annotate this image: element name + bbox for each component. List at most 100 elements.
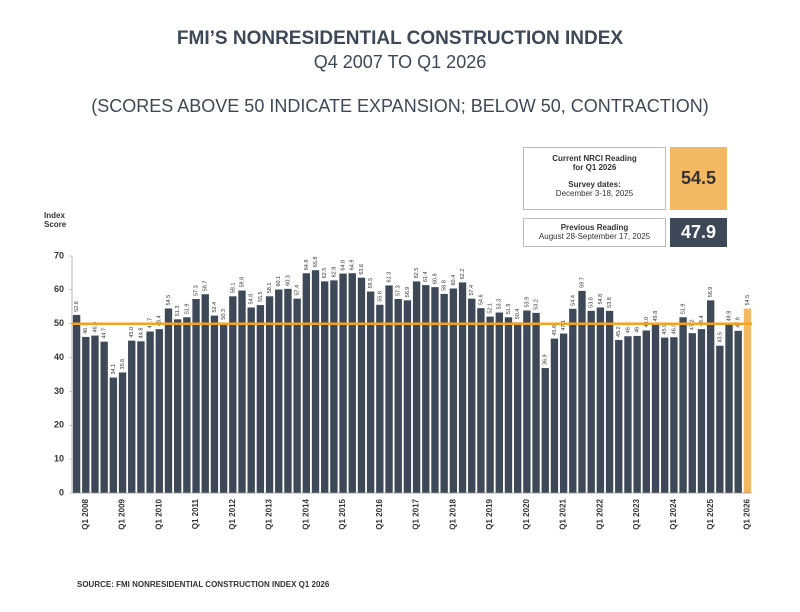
value-label: 56.9 (405, 287, 411, 298)
bar (357, 277, 366, 493)
value-label: 45.6 (552, 325, 558, 336)
value-label: 45.2 (616, 326, 622, 337)
value-label: 60.8 (432, 273, 438, 284)
value-label: 48.4 (157, 315, 163, 326)
bar (72, 314, 81, 493)
bar (679, 317, 687, 493)
bar (624, 336, 632, 493)
value-label: 57.3 (396, 285, 402, 296)
bar (265, 296, 274, 493)
value-label: 57.4 (469, 285, 475, 296)
bar (541, 368, 549, 493)
bar (661, 337, 669, 493)
previous-value: 47.9 (670, 218, 727, 247)
value-label: 53.3 (497, 299, 503, 310)
bar (486, 316, 494, 493)
current-dates-label: Survey dates: (568, 180, 621, 189)
bar (201, 294, 209, 493)
bar (183, 317, 191, 493)
bar (118, 372, 127, 493)
bar (449, 288, 458, 493)
previous-dates: August 28-September 17, 2025 (538, 232, 651, 241)
value-label: 64.8 (341, 260, 347, 271)
value-label: 64.9 (350, 260, 356, 271)
subtitle: Q4 2007 TO Q1 2026 (313, 52, 487, 72)
value-label: 45.9 (662, 324, 668, 335)
bar (164, 308, 173, 493)
value-label: 46.1 (83, 323, 89, 334)
bar (697, 329, 706, 493)
value-label: 58.8 (442, 280, 448, 291)
value-label: 61.3 (386, 272, 392, 283)
value-label: 55.5 (258, 291, 264, 302)
value-label: 45.0 (129, 327, 135, 338)
bar (339, 273, 347, 493)
x-tick-label: Q1 2026 (743, 498, 752, 529)
bar (155, 329, 163, 493)
value-label: 52.4 (212, 302, 218, 313)
value-label: 53.8 (589, 297, 595, 308)
value-label: 54.6 (478, 294, 484, 305)
bar (100, 341, 108, 493)
bar (82, 336, 90, 493)
x-tick-label: Q1 2024 (669, 498, 678, 529)
value-label: 54.5 (166, 295, 172, 306)
value-label: 54.8 (598, 294, 604, 305)
x-tick-label: Q1 2009 (118, 498, 127, 529)
value-label: 49.8 (653, 311, 659, 322)
value-label: 57.3 (194, 285, 200, 296)
value-label: 65.8 (313, 257, 319, 268)
bar (321, 281, 329, 493)
bar (550, 338, 559, 493)
x-tick-label: Q1 2022 (595, 498, 604, 529)
bar (504, 317, 513, 493)
x-tick-label: Q1 2016 (375, 498, 384, 529)
value-label: 60.4 (451, 275, 457, 286)
bar (422, 285, 430, 493)
value-label: 51.9 (681, 304, 687, 315)
value-label: 54.5 (745, 295, 751, 306)
x-tick-label: Q1 2012 (228, 498, 237, 529)
bar (596, 307, 605, 493)
y-tick-label: 0 (59, 487, 64, 497)
bar (385, 285, 393, 493)
value-label: 58.1 (230, 283, 236, 294)
value-label: 52.1 (488, 303, 494, 314)
bar (569, 308, 577, 493)
bar (210, 315, 219, 493)
x-tick-label: Q1 2025 (706, 498, 715, 529)
bar (725, 324, 733, 493)
value-label: 56.9 (708, 287, 714, 298)
value-label: 64.9 (304, 260, 310, 271)
bar (330, 280, 338, 493)
value-label: 54.4 (570, 295, 576, 306)
value-label: 54.8 (249, 294, 255, 305)
value-label: 59.5 (368, 278, 374, 289)
bar (605, 310, 614, 493)
x-tick-label: Q1 2011 (191, 498, 200, 529)
value-label: 62.5 (322, 268, 328, 279)
y-tick-label: 70 (54, 250, 64, 260)
bar (302, 273, 310, 493)
x-tick-label: Q1 2020 (522, 498, 531, 529)
bar (587, 310, 595, 493)
value-label: 51.9 (506, 304, 512, 315)
bar (716, 345, 724, 493)
bar (532, 312, 540, 493)
bar (734, 330, 742, 493)
value-label: 47.1 (561, 320, 567, 331)
value-label: 51.9 (184, 304, 190, 315)
bar (311, 270, 320, 493)
previous-box: Previous Reading August 28-September 17,… (523, 218, 666, 247)
value-label: 46.3 (625, 323, 631, 334)
x-tick-label: Q1 2010 (154, 498, 163, 529)
previous-label: Previous Reading (560, 223, 629, 232)
bar (633, 335, 641, 493)
bar (229, 296, 237, 493)
y-axis-label: Index Score (44, 211, 67, 229)
value-label: 60.3 (285, 275, 291, 286)
value-label: 34.1 (111, 364, 117, 375)
x-tick-label: Q1 2019 (485, 498, 494, 529)
bar (219, 322, 228, 493)
current-label: Current NRCI Reading for Q1 2026 (552, 154, 637, 172)
